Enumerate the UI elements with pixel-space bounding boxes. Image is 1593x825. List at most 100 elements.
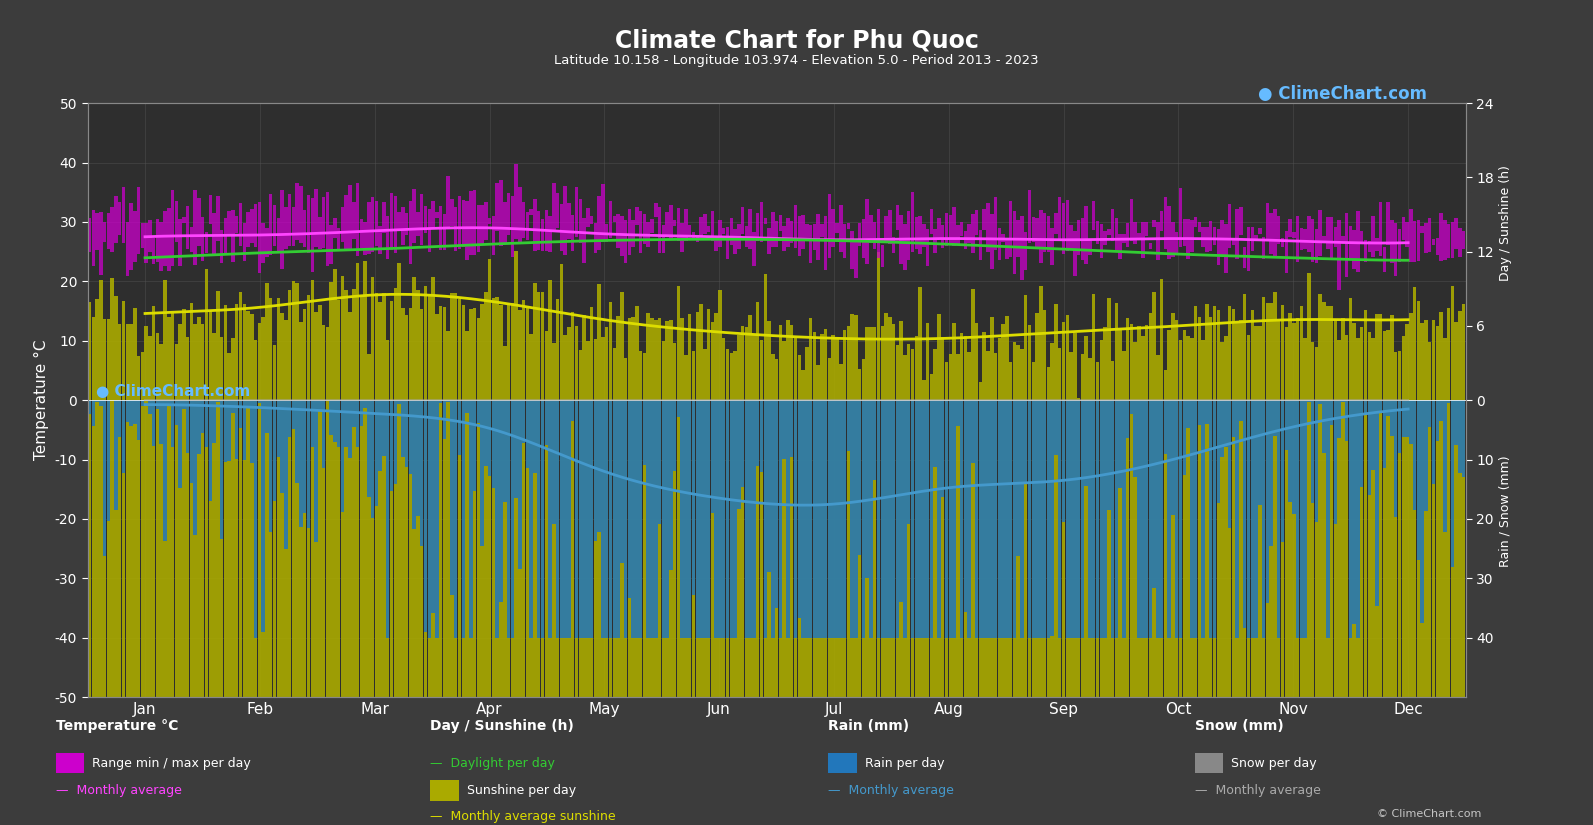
- Bar: [967, 351, 970, 697]
- Bar: [738, 335, 741, 697]
- Bar: [1190, 338, 1193, 697]
- Bar: [1243, 247, 1246, 268]
- Bar: [148, 220, 151, 252]
- Bar: [688, 400, 691, 638]
- Bar: [1292, 233, 1295, 238]
- Bar: [862, 359, 865, 697]
- Bar: [707, 226, 710, 232]
- Bar: [605, 328, 609, 697]
- Bar: [526, 213, 529, 240]
- Bar: [1115, 400, 1118, 638]
- Bar: [1435, 326, 1438, 697]
- Bar: [926, 229, 929, 266]
- Bar: [1372, 338, 1375, 697]
- Bar: [620, 400, 623, 563]
- Bar: [96, 213, 99, 250]
- Bar: [1236, 209, 1239, 259]
- Bar: [1149, 243, 1152, 249]
- Bar: [1270, 303, 1273, 697]
- Bar: [1013, 342, 1016, 697]
- Bar: [1047, 367, 1050, 697]
- Bar: [341, 276, 344, 697]
- Bar: [468, 191, 473, 255]
- Bar: [771, 212, 774, 248]
- Bar: [118, 400, 121, 437]
- Bar: [978, 382, 983, 697]
- Bar: [1110, 210, 1115, 241]
- Bar: [1360, 232, 1364, 243]
- Bar: [121, 301, 126, 697]
- Bar: [140, 400, 143, 406]
- Bar: [341, 207, 344, 243]
- Bar: [661, 400, 664, 638]
- Text: Sunshine per day: Sunshine per day: [467, 784, 577, 797]
- Bar: [129, 324, 132, 697]
- Bar: [1314, 229, 1317, 263]
- Bar: [1032, 218, 1035, 243]
- Bar: [374, 293, 378, 697]
- Bar: [198, 198, 201, 247]
- Bar: [299, 400, 303, 527]
- Bar: [710, 400, 714, 513]
- Bar: [1055, 304, 1058, 697]
- Bar: [518, 400, 521, 569]
- Bar: [601, 400, 605, 638]
- Bar: [1303, 338, 1306, 697]
- Bar: [386, 216, 389, 258]
- Bar: [242, 400, 245, 460]
- Bar: [473, 400, 476, 492]
- Bar: [658, 400, 661, 524]
- Bar: [556, 299, 559, 697]
- Bar: [198, 317, 201, 697]
- Bar: [1085, 400, 1088, 487]
- Bar: [553, 183, 556, 230]
- Bar: [1198, 222, 1201, 232]
- Bar: [499, 304, 503, 697]
- Bar: [922, 380, 926, 697]
- Bar: [454, 207, 457, 251]
- Bar: [948, 215, 953, 245]
- Bar: [854, 315, 857, 697]
- Bar: [382, 202, 386, 233]
- Bar: [258, 400, 261, 403]
- Bar: [1394, 352, 1397, 697]
- Bar: [1209, 318, 1212, 697]
- Bar: [983, 400, 986, 638]
- Bar: [156, 219, 159, 262]
- Bar: [484, 400, 487, 466]
- Bar: [159, 400, 162, 445]
- Bar: [658, 318, 661, 697]
- Bar: [258, 201, 261, 273]
- Bar: [1330, 217, 1333, 260]
- Bar: [397, 263, 401, 697]
- Bar: [854, 400, 857, 638]
- Bar: [503, 202, 507, 243]
- Bar: [454, 294, 457, 697]
- Bar: [771, 354, 774, 697]
- Bar: [564, 336, 567, 697]
- Bar: [492, 298, 495, 697]
- Bar: [299, 322, 303, 697]
- Bar: [409, 400, 413, 474]
- Text: —  Monthly average: — Monthly average: [1195, 784, 1321, 797]
- Bar: [613, 348, 616, 697]
- Bar: [986, 203, 989, 252]
- Bar: [873, 222, 876, 248]
- Bar: [859, 400, 862, 555]
- Bar: [1451, 400, 1454, 567]
- Bar: [824, 400, 827, 638]
- Bar: [583, 400, 586, 638]
- Text: Climate Chart for Phu Quoc: Climate Chart for Phu Quoc: [615, 29, 978, 53]
- Bar: [1228, 306, 1231, 697]
- Bar: [182, 309, 186, 697]
- Bar: [741, 326, 744, 697]
- Bar: [1168, 400, 1171, 638]
- Bar: [1308, 400, 1311, 403]
- Bar: [1440, 313, 1443, 697]
- Bar: [1375, 314, 1378, 697]
- Bar: [1126, 400, 1129, 438]
- Bar: [1039, 400, 1042, 638]
- Bar: [964, 230, 967, 249]
- Bar: [220, 230, 223, 263]
- Bar: [1284, 400, 1289, 450]
